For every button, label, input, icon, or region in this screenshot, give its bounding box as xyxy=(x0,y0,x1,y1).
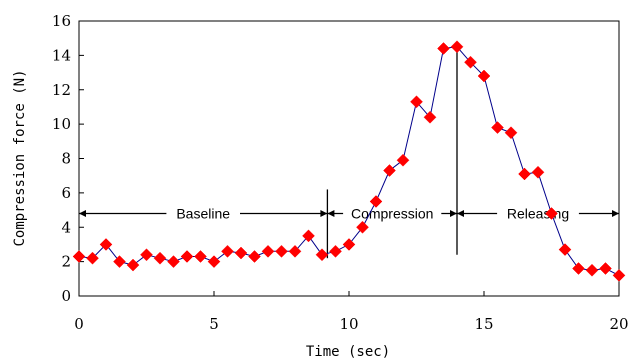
data-point xyxy=(248,250,261,263)
axes: 0 2 4 6 8 10 12 14 16 0 5 10 15 20 xyxy=(52,12,629,333)
data-point xyxy=(423,110,437,124)
arrow-head xyxy=(457,210,464,217)
y-tick-label: 4 xyxy=(61,218,71,236)
data-point xyxy=(383,164,396,177)
data-point xyxy=(275,244,288,258)
data-point xyxy=(504,126,518,140)
y-tick-label: 0 xyxy=(61,287,71,305)
data-point xyxy=(396,153,410,167)
data-point xyxy=(437,42,450,55)
data-point xyxy=(410,95,423,109)
data-point xyxy=(194,250,207,263)
y-tick-label: 10 xyxy=(52,115,71,133)
arrow-head xyxy=(612,210,619,217)
data-point xyxy=(315,248,329,262)
data-point xyxy=(302,229,315,243)
data-point xyxy=(288,244,302,258)
data-point xyxy=(261,244,275,258)
data-point xyxy=(356,220,369,234)
arrow-head xyxy=(79,210,86,217)
data-point xyxy=(450,40,464,54)
data-point xyxy=(599,262,612,275)
y-tick-label: 8 xyxy=(61,150,71,168)
data-point xyxy=(113,255,126,268)
data-point xyxy=(369,195,383,208)
phase-label-bg xyxy=(166,204,240,223)
x-tick-label: 10 xyxy=(339,315,358,333)
data-point xyxy=(545,207,558,220)
x-axis-title: Time (sec) xyxy=(306,344,390,360)
y-tick-label: 16 xyxy=(52,12,71,30)
x-tick-label: 5 xyxy=(209,315,219,333)
data-point xyxy=(72,250,86,263)
y-tick-label: 12 xyxy=(52,81,71,99)
phase-label: Baseline xyxy=(176,206,230,222)
data-point xyxy=(153,251,167,265)
data-point xyxy=(207,255,221,268)
data-point xyxy=(167,255,180,268)
arrow-head xyxy=(450,210,457,217)
y-tick-label: 2 xyxy=(61,253,71,271)
phase-arrow: Compression xyxy=(327,204,457,223)
x-tick-label: 0 xyxy=(74,315,84,333)
data-point xyxy=(329,244,342,258)
data-point xyxy=(342,238,356,251)
y-tick-label: 6 xyxy=(61,184,71,202)
data-point xyxy=(221,244,234,258)
y-axis-title: Compression force (N) xyxy=(12,69,28,246)
plot-area xyxy=(72,40,626,282)
data-point xyxy=(558,243,572,256)
data-point xyxy=(491,121,504,134)
data-point xyxy=(180,250,194,263)
data-point xyxy=(86,251,99,265)
data-point xyxy=(477,69,491,83)
data-point xyxy=(464,55,477,69)
data-point xyxy=(140,248,153,262)
data-point xyxy=(612,269,626,282)
arrow-head xyxy=(327,210,335,217)
data-point xyxy=(572,262,585,275)
data-point xyxy=(126,258,140,272)
data-point xyxy=(234,246,248,260)
y-tick-label: 14 xyxy=(52,46,71,64)
phase-label: Compression xyxy=(351,206,433,222)
x-tick-label: 15 xyxy=(474,315,493,333)
phase-arrow: Releasing xyxy=(457,204,619,223)
x-tick-label: 20 xyxy=(609,315,628,333)
phase-annotations: Baseline Compression Releasing xyxy=(79,45,619,259)
phase-label-bg xyxy=(497,204,579,223)
phase-label: Releasing xyxy=(507,206,569,222)
data-point xyxy=(518,167,531,181)
phase-arrow: Baseline xyxy=(79,204,328,223)
data-point xyxy=(531,165,545,179)
arrow-head xyxy=(320,210,328,217)
data-point xyxy=(99,238,113,251)
data-point xyxy=(585,263,599,277)
